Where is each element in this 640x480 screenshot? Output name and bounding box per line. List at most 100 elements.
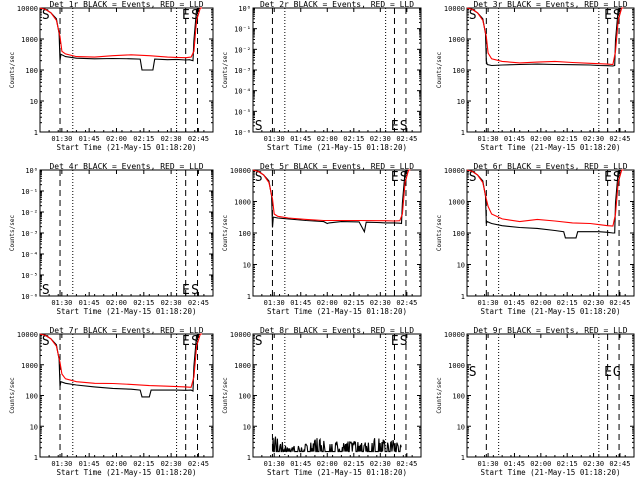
x-tick-label: 02:15 <box>133 135 154 143</box>
x-axis-label: Start Time (21-May-15 01:18:20) <box>57 307 197 316</box>
x-tick-label: 02:30 <box>370 299 391 307</box>
event-marker-label: S <box>613 170 621 185</box>
x-tick-label: 01:45 <box>504 135 525 143</box>
x-tick-label: 01:45 <box>290 135 311 143</box>
x-tick-label: 02:00 <box>530 135 551 143</box>
y-tick-label: 1 <box>34 129 38 137</box>
plot-frame <box>39 169 214 297</box>
y-tick-label: 10⁻¹ <box>21 188 38 196</box>
plot-frame <box>466 333 635 458</box>
x-axis-label: Start Time (21-May-15 01:18:20) <box>481 468 621 477</box>
x-tick-label: 01:45 <box>79 135 100 143</box>
plot-frame <box>39 333 214 458</box>
x-axis-label: Start Time (21-May-15 01:18:20) <box>267 143 407 152</box>
event-marker-label: E <box>391 119 399 134</box>
x-tick-label: 02:00 <box>530 299 551 307</box>
chart-panel-7: Det 7r BLACK = Events, RED = LLD 1 10 100 10… <box>9 326 214 477</box>
y-tick-label: 100 <box>25 393 38 401</box>
chart-title: Det 3r BLACK = Events, RED = LLD <box>473 0 627 9</box>
event-marker-label: E <box>391 170 399 185</box>
y-tick-label: 100 <box>25 67 38 75</box>
x-tick-label: 02:30 <box>583 299 604 307</box>
x-tick-label: 02:00 <box>530 460 551 468</box>
event-marker-label: S <box>400 334 408 349</box>
x-tick-label: 02:45 <box>188 299 209 307</box>
y-tick-label: 1000 <box>448 36 465 44</box>
y-tick-label: 1000 <box>21 36 38 44</box>
y-tick-label: 1000 <box>448 199 465 207</box>
y-axis-label: Counts/sec <box>9 377 16 414</box>
event-marker-label: E <box>604 8 612 23</box>
x-tick-label: 02:30 <box>161 460 182 468</box>
y-axis-label: Counts/sec <box>436 215 443 252</box>
chart-title: Det 8r BLACK = Events, RED = LLD <box>260 326 414 335</box>
series-line-2 <box>39 333 203 388</box>
x-tick-label: 01:30 <box>478 460 499 468</box>
x-axis-label: Start Time (21-May-15 01:18:20) <box>57 143 197 152</box>
x-tick-label: 02:45 <box>396 299 417 307</box>
y-axis-label: Counts/sec <box>9 52 16 89</box>
y-tick-label: 100 <box>452 67 465 75</box>
y-tick-label: 10 <box>243 262 251 270</box>
x-tick-label: 02:15 <box>133 299 154 307</box>
x-tick-label: 01:30 <box>264 299 285 307</box>
x-axis-label: Start Time (21-May-15 01:18:20) <box>481 307 621 316</box>
y-axis-label: Counts/sec <box>436 52 443 89</box>
chart-panel-5: Det 5r BLACK = Events, RED = LLD 1 10 100 10… <box>222 162 422 316</box>
y-tick-label: 100 <box>238 230 251 238</box>
series-line-2 <box>466 169 624 227</box>
event-marker-label: E <box>604 170 612 185</box>
y-tick-label: 1000 <box>448 362 465 370</box>
chart-panel-1: Det 1r BLACK = Events, RED = LLD 1 10 100 10… <box>9 0 214 152</box>
plot-frame <box>252 7 422 133</box>
event-marker-label: S <box>469 170 477 185</box>
y-tick-label: 10 <box>30 98 38 106</box>
y-tick-label: 10000 <box>444 5 465 13</box>
x-axis-label: Start Time (21-May-15 01:18:20) <box>267 307 407 316</box>
x-tick-label: 02:30 <box>370 135 391 143</box>
event-marker-label: S <box>255 334 263 349</box>
y-tick-label: 10 <box>457 262 465 270</box>
y-tick-label: 10000 <box>17 331 38 339</box>
y-tick-label: 1 <box>247 293 251 301</box>
event-marker-label: S <box>191 283 199 298</box>
x-tick-label: 02:30 <box>583 135 604 143</box>
chart-title: Det 2r BLACK = Events, RED = LLD <box>260 0 414 9</box>
y-tick-label: 1 <box>461 129 465 137</box>
chart-panel-3: Det 3r BLACK = Events, RED = LLD 1 10 100 10… <box>436 0 635 152</box>
event-marker-label: S <box>469 8 477 23</box>
x-tick-label: 02:15 <box>343 460 364 468</box>
x-tick-label: 02:00 <box>106 135 127 143</box>
event-marker-label: S <box>400 170 408 185</box>
chart-panel-6: Det 6r BLACK = Events, RED = LLD 1 10 100 10… <box>436 162 635 316</box>
x-tick-label: 01:30 <box>51 299 72 307</box>
x-axis-label: Start Time (21-May-15 01:18:20) <box>57 468 197 477</box>
x-axis-label: Start Time (21-May-15 01:18:20) <box>267 468 407 477</box>
y-tick-label: 10⁻³ <box>21 230 38 238</box>
x-tick-label: 01:30 <box>264 460 285 468</box>
series-line-1 <box>252 169 411 234</box>
x-tick-label: 01:30 <box>264 135 285 143</box>
x-tick-label: 02:15 <box>343 299 364 307</box>
event-marker-label: S <box>255 170 263 185</box>
series-line-1 <box>271 436 402 453</box>
event-marker-label: E <box>391 334 399 349</box>
x-tick-label: 02:45 <box>188 460 209 468</box>
chart-panel-8: Det 8r BLACK = Events, RED = LLD 1 10 100 10… <box>222 326 422 477</box>
x-tick-label: 02:45 <box>396 135 417 143</box>
y-tick-label: 10⁻¹ <box>234 26 251 34</box>
y-tick-label: 10000 <box>230 331 251 339</box>
y-tick-label: 10⁻² <box>234 46 251 54</box>
series-line-1 <box>466 169 624 239</box>
y-tick-label: 10000 <box>17 5 38 13</box>
x-tick-label: 01:45 <box>504 299 525 307</box>
y-tick-label: 1 <box>461 454 465 462</box>
y-tick-label: 10000 <box>444 167 465 175</box>
y-tick-label: 10⁰ <box>25 167 38 175</box>
chart-title: Det 6r BLACK = Events, RED = LLD <box>473 162 627 171</box>
x-tick-label: 02:00 <box>317 460 338 468</box>
x-tick-label: 02:15 <box>557 460 578 468</box>
event-marker-label: S <box>42 283 50 298</box>
y-tick-label: 100 <box>452 393 465 401</box>
